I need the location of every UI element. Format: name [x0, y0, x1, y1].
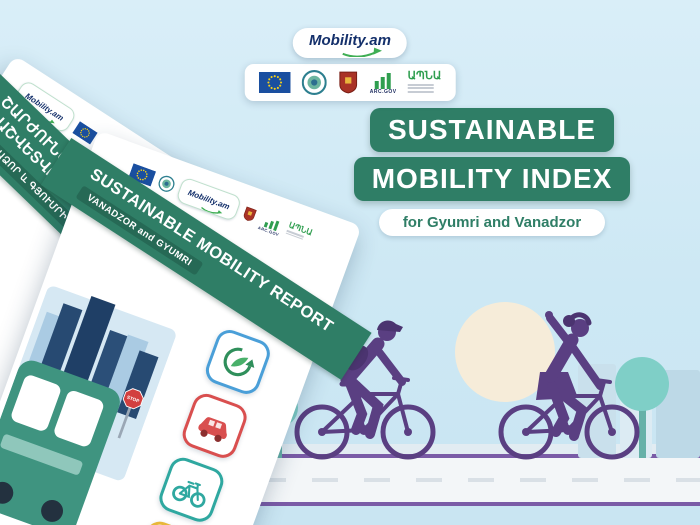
tree-right-icon	[615, 357, 669, 458]
road-edge-line-top	[0, 454, 700, 458]
partner-logos-box: ARC.GOV ԱՊՆԱ	[244, 64, 456, 101]
apna-label: ԱՊՆԱ	[407, 70, 442, 82]
coat-of-arms-icon	[339, 71, 358, 94]
stop-sign-label: STOP	[126, 395, 140, 405]
eu-flag-icon	[72, 121, 98, 145]
sidewalk-strip	[0, 444, 700, 454]
road-edge-line-bottom	[0, 502, 700, 506]
car-icon	[198, 417, 228, 443]
cyclist-female-waving-silhouette	[498, 311, 640, 460]
main-title-block: SUSTAINABLE MOBILITY INDEX for Gyumri an…	[338, 108, 646, 236]
round-emblem-icon	[158, 175, 175, 192]
arc-gov-label: ARC.GOV	[369, 88, 397, 95]
stop-sign-icon: STOP	[117, 388, 144, 439]
mobility-swoosh-icon	[201, 207, 223, 214]
road-center-dashes	[0, 478, 700, 482]
bus-icon	[0, 360, 120, 525]
mobility-am-logo: Mobility.am	[293, 28, 407, 58]
title-subtitle: for Gyumri and Vanadzor	[378, 209, 606, 236]
coat-of-arms-icon	[243, 206, 257, 221]
car-tile	[179, 390, 251, 462]
mobility-am-logo-text: Mobility.am	[309, 32, 391, 49]
round-emblem-icon	[301, 70, 327, 95]
mobility-swoosh-icon	[342, 47, 383, 57]
apna-logo: ԱՊՆԱ	[285, 220, 314, 243]
arc-gov-bars-icon	[370, 71, 397, 89]
cover-city-illustration: STOP	[0, 262, 186, 525]
arc-gov-logo: ARC.GOV	[257, 208, 286, 237]
bicycle-tile	[155, 454, 228, 525]
cover-icon-tiles	[103, 312, 305, 525]
apna-logo: ԱՊՆԱ	[407, 70, 442, 94]
title-line-2: MOBILITY INDEX	[353, 157, 631, 201]
header: Mobility.am	[244, 28, 456, 101]
title-line-1: SUSTAINABLE	[369, 108, 615, 152]
arc-gov-logo: ARC.GOV	[370, 71, 397, 95]
sun-circle	[455, 302, 555, 402]
report-cover-english: Mobility.am ARC.GOV ԱՊՆԱ SUSTAINA	[0, 130, 372, 525]
eu-flag-icon	[258, 72, 291, 93]
mobility-am-logo: Mobility.am	[175, 176, 243, 223]
recycle-leaf-icon	[224, 347, 255, 377]
bicycle-icon	[172, 481, 206, 508]
cyclist-male-silhouette	[294, 320, 436, 460]
recycle-leaf-tile	[202, 326, 275, 399]
